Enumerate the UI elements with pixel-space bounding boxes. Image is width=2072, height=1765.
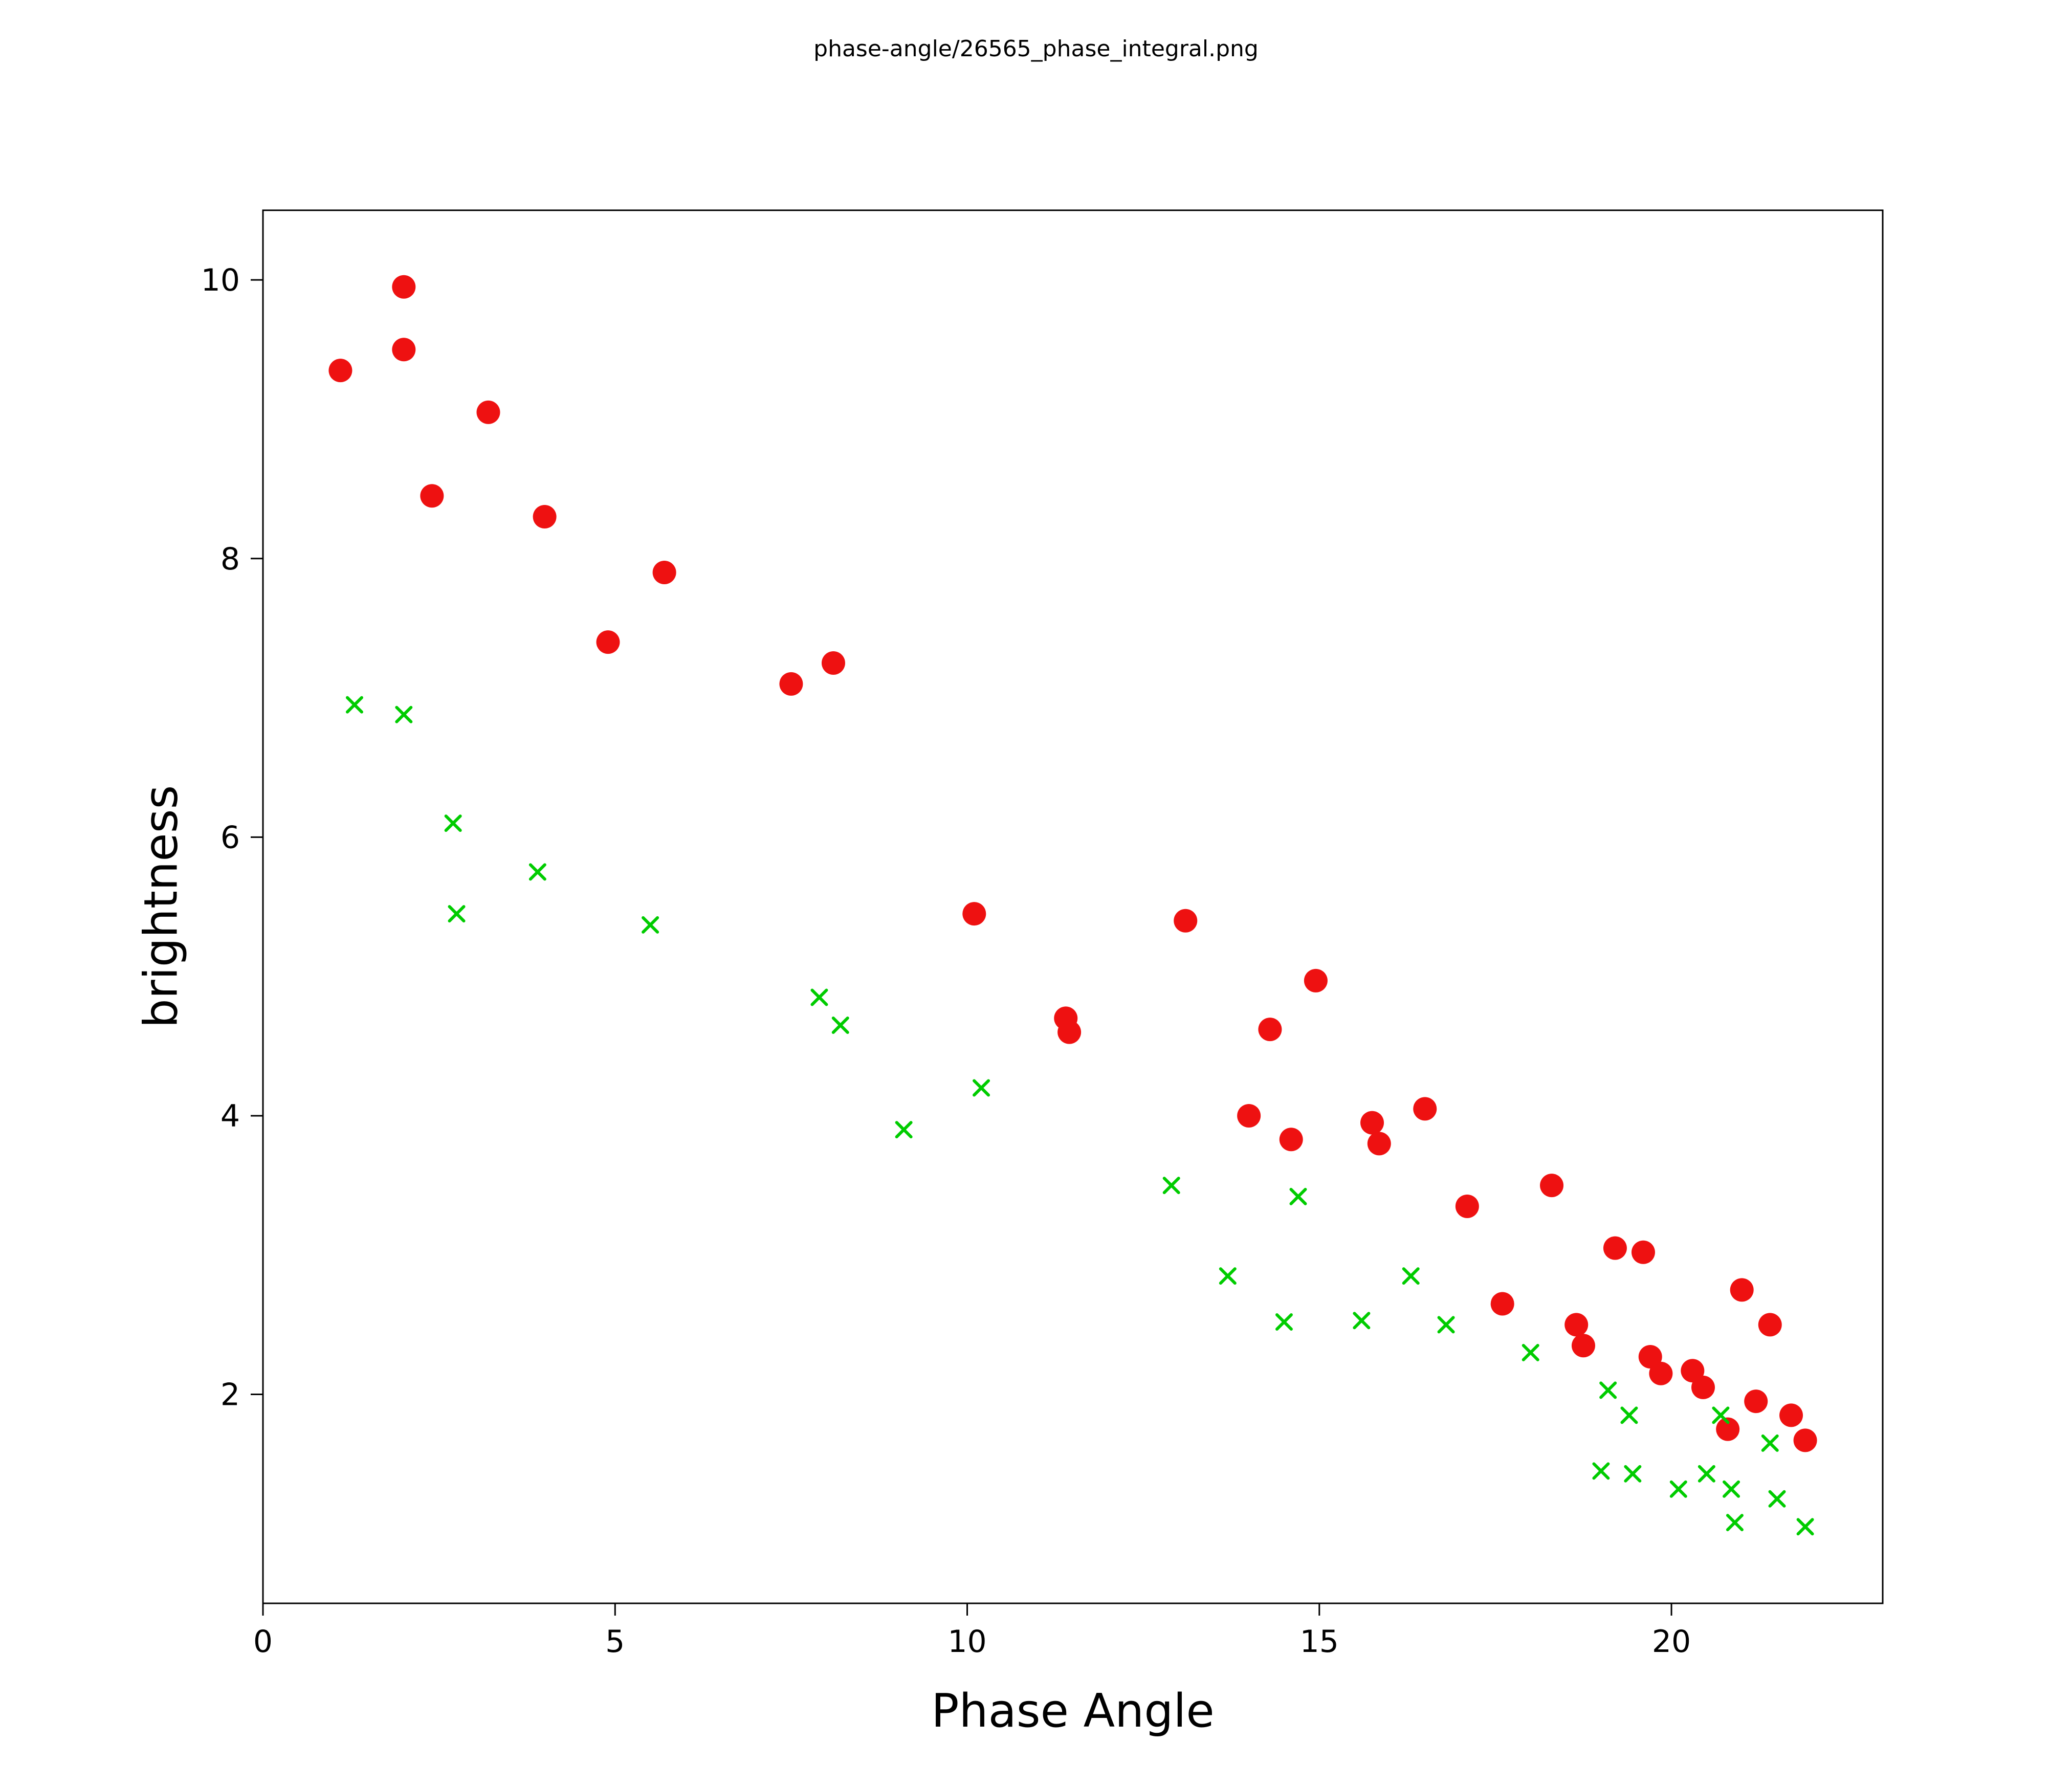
data-point-circle: [392, 275, 416, 299]
plot-frame: [262, 209, 1884, 1604]
data-point-x: [1219, 1267, 1237, 1285]
data-point-x: [1768, 1490, 1786, 1508]
data-point-x: [1599, 1381, 1617, 1399]
data-point-x: [1592, 1462, 1610, 1480]
data-point-x: [1289, 1187, 1307, 1205]
data-point-x: [1275, 1313, 1293, 1331]
x-tick-label: 10: [947, 1624, 986, 1660]
x-tick-label: 5: [605, 1624, 625, 1660]
data-point-circle: [1258, 1018, 1282, 1042]
x-axis-label: Phase Angle: [931, 1684, 1215, 1738]
y-axis-label: brightness: [134, 785, 188, 1028]
data-point-circle: [1779, 1403, 1803, 1427]
data-point-x: [1402, 1267, 1420, 1285]
y-tick-label: 4: [221, 1098, 240, 1134]
x-tick-label: 0: [253, 1624, 273, 1660]
data-point-circle: [1540, 1174, 1564, 1198]
data-point-circle: [1716, 1417, 1740, 1441]
data-point-x: [1669, 1480, 1687, 1498]
data-point-x: [448, 905, 466, 923]
data-point-circle: [821, 651, 845, 675]
x-tick-label: 15: [1300, 1624, 1339, 1660]
data-point-circle: [962, 902, 986, 926]
data-point-circle: [596, 630, 620, 654]
data-point-circle: [1237, 1104, 1261, 1128]
data-point-circle: [1730, 1278, 1754, 1302]
data-point-x: [1437, 1316, 1455, 1334]
data-point-x: [1624, 1465, 1642, 1483]
data-point-circle: [1174, 909, 1198, 933]
data-point-circle: [533, 505, 557, 529]
data-point-x: [1726, 1514, 1744, 1532]
data-point-x: [1761, 1434, 1779, 1452]
data-point-circle: [1691, 1375, 1715, 1399]
data-point-x: [1162, 1177, 1180, 1195]
data-point-x: [642, 916, 659, 934]
data-point-circle: [420, 484, 444, 508]
data-point-circle: [328, 359, 352, 383]
data-point-x: [810, 988, 828, 1006]
data-point-x: [1723, 1480, 1740, 1498]
data-point-circle: [1057, 1020, 1082, 1044]
y-tick-label: 10: [201, 262, 240, 298]
data-point-x: [895, 1121, 913, 1139]
data-point-circle: [1649, 1361, 1673, 1385]
data-point-circle: [1279, 1128, 1303, 1152]
y-tick-label: 6: [221, 820, 240, 855]
data-point-circle: [652, 560, 676, 584]
data-point-circle: [1564, 1313, 1589, 1337]
y-tick-label: 2: [221, 1377, 240, 1413]
data-point-circle: [1413, 1097, 1437, 1121]
data-point-x: [444, 814, 462, 832]
data-point-x: [973, 1079, 990, 1097]
x-tick-label: 20: [1652, 1624, 1691, 1660]
data-point-circle: [1758, 1313, 1782, 1337]
data-point-x: [1712, 1406, 1730, 1424]
y-tick-label: 8: [221, 541, 240, 577]
data-point-circle: [1360, 1111, 1384, 1135]
data-point-x: [1796, 1518, 1814, 1536]
data-point-x: [345, 696, 363, 714]
data-point-circle: [1603, 1236, 1627, 1260]
data-point-circle: [1304, 968, 1328, 992]
data-point-circle: [779, 672, 803, 696]
data-point-circle: [1681, 1359, 1705, 1383]
data-point-x: [1353, 1312, 1371, 1330]
data-point-x: [528, 863, 546, 881]
data-point-circle: [1490, 1292, 1514, 1316]
data-point-circle: [1638, 1345, 1662, 1369]
data-point-x: [1522, 1343, 1539, 1361]
data-point-x: [395, 705, 413, 723]
data-point-circle: [1571, 1334, 1595, 1358]
chart-title: phase-angle/26565_phase_integral.png: [813, 36, 1259, 62]
data-point-circle: [1455, 1194, 1479, 1218]
data-point-circle: [476, 400, 500, 424]
data-point-x: [1698, 1465, 1715, 1483]
data-point-circle: [1744, 1389, 1768, 1414]
data-point-circle: [1367, 1132, 1391, 1156]
data-point-circle: [392, 338, 416, 362]
data-point-x: [831, 1016, 849, 1034]
data-point-circle: [1631, 1240, 1655, 1264]
data-point-x: [1620, 1406, 1638, 1424]
data-point-circle: [1793, 1428, 1817, 1452]
